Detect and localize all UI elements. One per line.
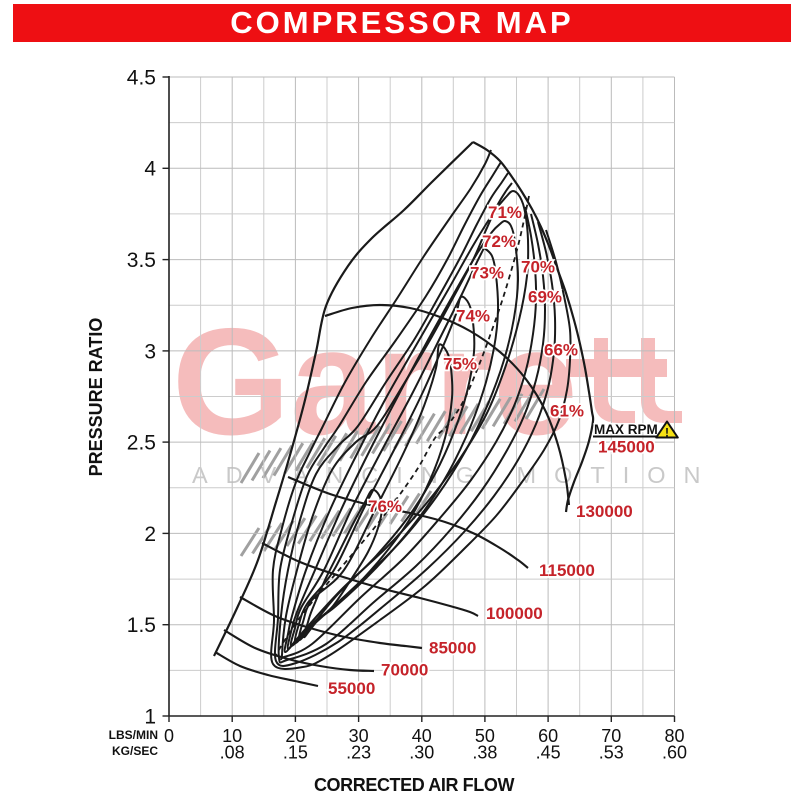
- svg-text:70%: 70%: [521, 258, 555, 277]
- svg-text:2: 2: [144, 523, 156, 546]
- svg-text:4: 4: [144, 158, 156, 181]
- svg-text:100000: 100000: [486, 604, 543, 623]
- svg-text:10: 10: [222, 726, 242, 746]
- svg-text:71%: 71%: [488, 203, 522, 222]
- svg-text:3.5: 3.5: [127, 249, 156, 272]
- svg-text:3: 3: [144, 340, 156, 363]
- svg-text:115000: 115000: [539, 561, 595, 580]
- svg-text:61%: 61%: [550, 402, 584, 421]
- svg-text:1.5: 1.5: [127, 614, 156, 637]
- svg-text:30: 30: [349, 726, 369, 746]
- svg-text:66%: 66%: [544, 341, 578, 360]
- svg-text:4.5: 4.5: [127, 66, 156, 89]
- svg-text:.45: .45: [536, 743, 561, 763]
- svg-text:145000: 145000: [598, 437, 655, 456]
- svg-text:.15: .15: [283, 743, 308, 763]
- svg-text:69%: 69%: [528, 288, 562, 307]
- svg-text:COMPRESSOR MAP: COMPRESSOR MAP: [230, 5, 573, 40]
- svg-text:75%: 75%: [443, 355, 477, 374]
- svg-text:72%: 72%: [482, 232, 516, 251]
- svg-text:.23: .23: [346, 743, 371, 763]
- svg-text:60: 60: [538, 726, 558, 746]
- svg-text:0: 0: [164, 726, 174, 746]
- svg-text:20: 20: [285, 726, 305, 746]
- svg-text:50: 50: [475, 726, 495, 746]
- svg-text:.08: .08: [220, 743, 245, 763]
- svg-text:80: 80: [664, 726, 684, 746]
- svg-text:73%: 73%: [470, 264, 504, 283]
- svg-text:40: 40: [412, 726, 432, 746]
- svg-text:55000: 55000: [328, 679, 375, 698]
- svg-text:.53: .53: [599, 743, 624, 763]
- svg-text:130000: 130000: [576, 502, 633, 521]
- svg-text:76%: 76%: [368, 497, 402, 516]
- svg-text:.38: .38: [472, 743, 497, 763]
- svg-text:.30: .30: [409, 743, 434, 763]
- svg-text:CORRECTED AIR FLOW: CORRECTED AIR FLOW: [314, 775, 515, 795]
- svg-text:.60: .60: [662, 743, 687, 763]
- svg-text:!: !: [665, 426, 669, 440]
- svg-text:KG/SEC: KG/SEC: [112, 744, 158, 758]
- svg-text:70000: 70000: [381, 661, 428, 680]
- svg-text:MAX RPM: MAX RPM: [594, 422, 658, 437]
- svg-text:PRESSURE RATIO: PRESSURE RATIO: [86, 318, 106, 477]
- svg-text:70: 70: [601, 726, 621, 746]
- svg-text:85000: 85000: [429, 639, 476, 658]
- svg-text:74%: 74%: [456, 307, 490, 326]
- svg-text:1: 1: [144, 705, 156, 728]
- svg-text:2.5: 2.5: [127, 432, 156, 455]
- svg-text:LBS/MIN: LBS/MIN: [109, 728, 158, 742]
